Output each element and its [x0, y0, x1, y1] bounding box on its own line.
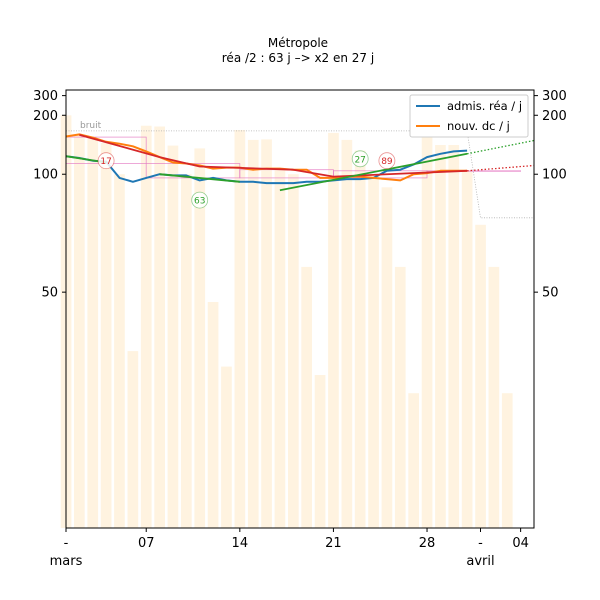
background-bar-11 — [207, 302, 219, 528]
x-tick-label-0: - — [64, 536, 69, 551]
annotation-circle-3 — [378, 152, 396, 170]
background-bar-28 — [435, 145, 446, 528]
x-tick-label-1: 07 — [138, 536, 155, 551]
background-bar-12 — [221, 366, 232, 528]
background-bar-30 — [461, 170, 473, 529]
y-tick-label-right-200: 200 — [542, 109, 567, 124]
chart-title: Métropole — [268, 36, 328, 50]
background-bar-29 — [448, 145, 460, 528]
annotation-label-0: 17 — [100, 157, 111, 167]
background-bar-26 — [408, 393, 419, 528]
annotation-label-1: 63 — [194, 197, 205, 207]
y-tick-label-left-300: 300 — [33, 89, 58, 104]
noise-band-line — [66, 130, 534, 219]
background-bar-9 — [181, 174, 192, 528]
annotation-circle-0 — [97, 152, 115, 170]
background-bar-4 — [114, 174, 125, 528]
plot-frame — [65, 89, 535, 529]
background-bar-16 — [274, 168, 286, 528]
trend-line-2 — [159, 173, 240, 183]
background-bar-18 — [301, 266, 312, 528]
background-bar-20 — [328, 132, 339, 528]
legend: admis. réa / j nouv. dc / j — [409, 94, 529, 138]
background-bar-5 — [127, 351, 139, 528]
background-bar-1 — [74, 134, 85, 528]
background-bar-22 — [354, 150, 366, 528]
x-tick-label-3: 21 — [325, 536, 342, 551]
background-bar-3 — [100, 143, 112, 528]
background-bar-32 — [488, 266, 500, 528]
x-tick-label-2: 14 — [232, 536, 249, 551]
series-line-0 — [65, 149, 468, 185]
background-bar-23 — [368, 176, 379, 528]
background-bar-21 — [341, 139, 353, 528]
background-bar-17 — [288, 174, 299, 528]
background-bar-27 — [421, 136, 433, 528]
y-tick-label-right-100: 100 — [542, 168, 567, 183]
x-tick-label-5: - — [478, 536, 483, 551]
y-tick-label-right-300: 300 — [542, 89, 567, 104]
legend-label-nouv-dc: nouv. dc / j — [447, 119, 510, 133]
y-tick-label-right-50: 50 — [542, 286, 559, 301]
background-bar-8 — [167, 145, 179, 528]
annotation-label-2: 27 — [354, 155, 365, 165]
annotations: 17 63 27 89 — [97, 150, 396, 209]
background-bar-31 — [475, 224, 486, 529]
x-tick-label-4: 28 — [419, 536, 436, 551]
annotation-label-3: 89 — [381, 157, 393, 167]
background-bar-10 — [194, 148, 206, 528]
x-month-label-1: avril — [466, 554, 494, 569]
background-bars — [60, 115, 513, 529]
y-tick-label-left-50: 50 — [41, 286, 58, 301]
projection-line-1 — [467, 164, 535, 172]
y-tick-label-left-200: 200 — [33, 109, 58, 124]
weekly-box-4 — [426, 170, 521, 172]
x-tick-label-6: 04 — [512, 536, 529, 551]
annotation-circle-2 — [351, 150, 369, 168]
axes: 50 50 100 100 200 200 300 300 - 07 14 21 28 - 04 mars av… — [33, 89, 567, 569]
legend-label-admis-rea: admis. réa / j — [447, 99, 522, 113]
background-bar-2 — [87, 137, 99, 528]
background-bar-7 — [154, 126, 165, 528]
background-bar-19 — [314, 375, 326, 528]
trend-line-0 — [79, 134, 468, 178]
background-bar-6 — [140, 125, 152, 528]
y-tick-label-left-100: 100 — [33, 168, 58, 183]
projection-line-0 — [466, 139, 535, 155]
chart-subtitle: réa /2 : 63 j –> x2 en 27 j — [222, 51, 374, 65]
background-bar-15 — [261, 139, 272, 528]
background-bar-13 — [234, 130, 246, 528]
noise-label: bruit — [80, 121, 102, 131]
background-bar-14 — [247, 139, 259, 528]
annotation-circle-1 — [191, 191, 209, 209]
background-bar-33 — [501, 393, 513, 528]
background-bar-25 — [394, 266, 406, 528]
trend-line-3 — [279, 152, 468, 192]
background-bar-24 — [381, 187, 393, 529]
x-month-label-0: mars — [50, 554, 83, 569]
